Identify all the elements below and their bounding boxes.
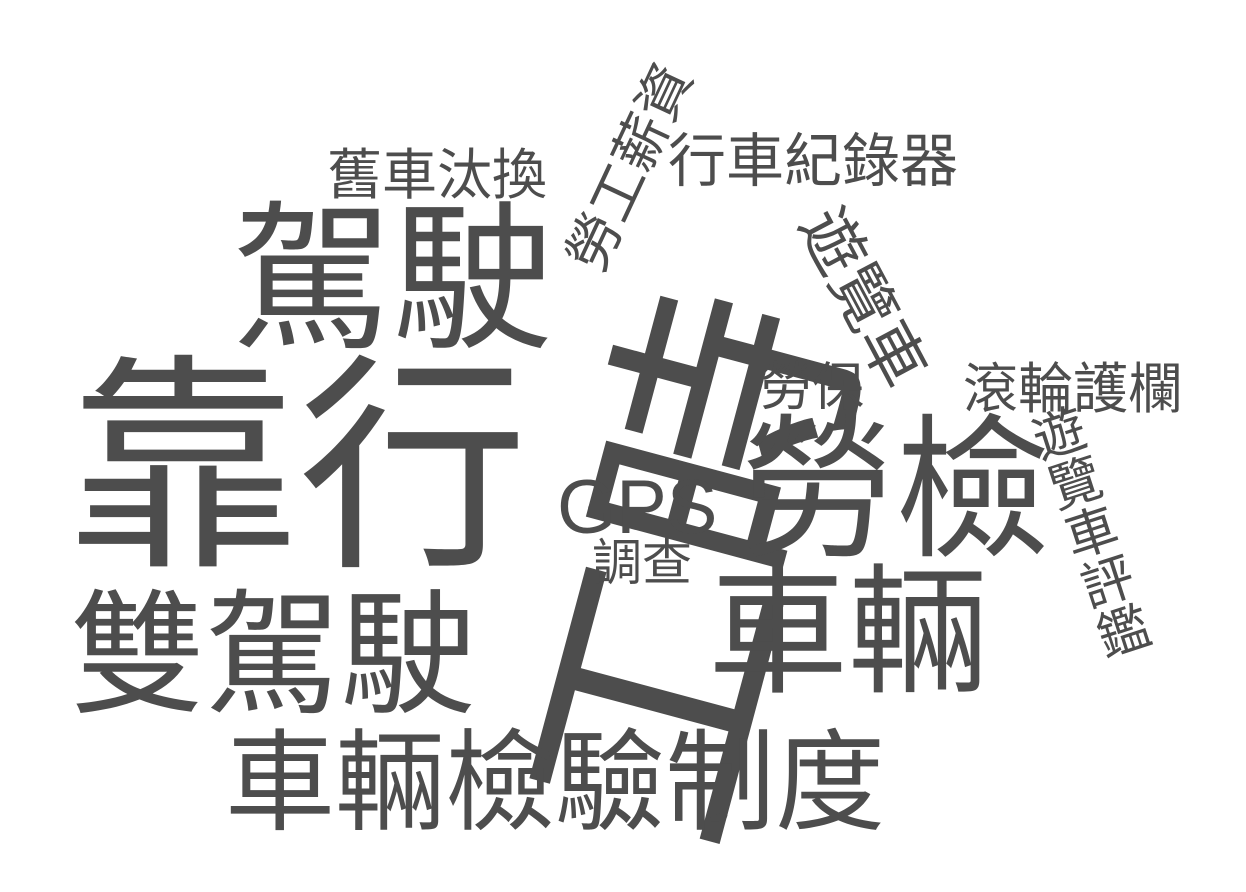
word-diaocha: 調查 <box>592 534 692 592</box>
word-cheliang: 車輛 <box>708 552 989 715</box>
word-gps: GPS <box>557 465 718 550</box>
word-laojian: 勞檢 <box>740 400 1050 581</box>
word-jiashi: 駕駛 <box>232 186 553 373</box>
word-kaohang: 靠行 <box>68 336 529 603</box>
word-hulan: 滾輪護欄 <box>963 357 1184 421</box>
word-laobao: 勞保 <box>760 358 865 418</box>
word-jiluqi: 行車紀錄器 <box>668 127 959 195</box>
word-jianyan: 車輛檢驗制度 <box>225 719 885 847</box>
word-jiuche: 舊車汰換 <box>327 143 548 207</box>
word-shuangjiashi: 雙駕駛 <box>70 577 475 734</box>
